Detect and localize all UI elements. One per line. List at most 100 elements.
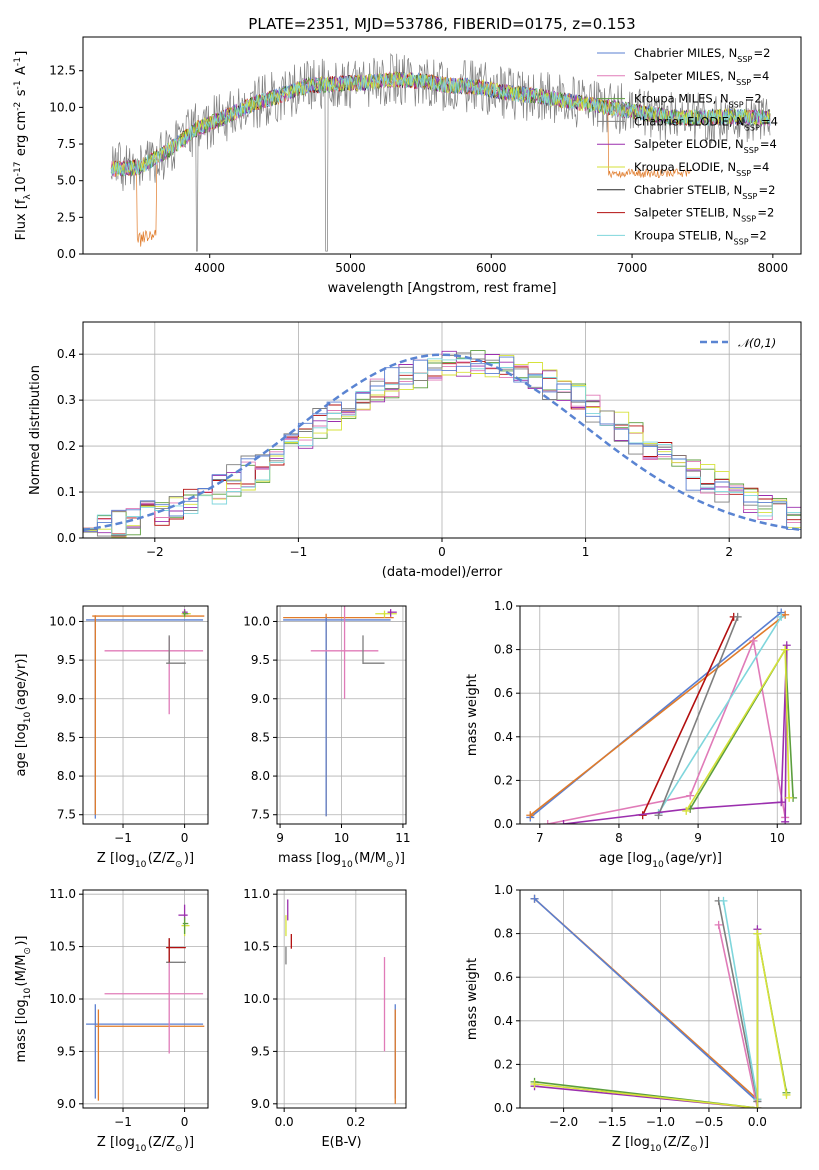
errorbar-point xyxy=(86,616,204,819)
x-tick-label: 7000 xyxy=(617,261,648,275)
plus-marker xyxy=(530,894,539,903)
y-tick-label: 8.5 xyxy=(57,730,76,744)
x-tick-label: 10 xyxy=(334,831,349,845)
plus-marker xyxy=(559,820,568,824)
mass_vs_EBV-marks xyxy=(285,899,396,1104)
massweight_vs_age-frame xyxy=(519,605,802,825)
x-tick-label: 0.2 xyxy=(346,1115,365,1129)
mass_vs_Z-panel: −1 0 9.0 9.5 10.0 10.5 11.0 Z [log10 (Z/Z⊙ )] ma… xyxy=(14,887,209,1154)
x-tick-label: 11 xyxy=(395,831,410,845)
x-tick-label: −0.5 xyxy=(694,1115,723,1129)
age_vs_mass-xlabel: mass [log10 (M/M⊙ )] xyxy=(278,851,405,870)
plus-marker xyxy=(753,929,762,938)
x-tick-label: −1 xyxy=(114,831,132,845)
y-tick-label: 0.0 xyxy=(57,531,76,545)
x-tick-label: 8000 xyxy=(758,261,789,275)
y-tick-label: 0.1 xyxy=(57,485,76,499)
x-tick-label: 5000 xyxy=(335,261,366,275)
y-tick-label: 9.0 xyxy=(57,692,76,706)
plus-marker xyxy=(526,811,535,820)
x-tick-label: 0 xyxy=(181,831,189,845)
spectrum-ylabel: Flux [fλ 10-17 erg cm-2 s-1 A-1 ] xyxy=(13,51,33,241)
massweight_vs_Z-xlabel: Z [log10 (Z/Z⊙ )] xyxy=(612,1135,709,1154)
y-tick-label: 10.0 xyxy=(49,614,76,628)
mass_vs_EBV-panel: 0.0 0.2 9.0 9.5 10.0 10.5 11.0 E(B-V) xyxy=(243,887,407,1150)
x-tick-label: 1 xyxy=(582,545,590,559)
residuals-ylabel: Normed distribution xyxy=(28,365,43,495)
spectrum-frame xyxy=(82,36,802,255)
massweight-series-1 xyxy=(547,638,786,824)
plus-marker xyxy=(543,820,552,824)
y-tick-label: 1.0 xyxy=(494,883,513,897)
plus-marker xyxy=(777,798,786,807)
errorbar-point xyxy=(86,1004,204,1099)
y-tick-label: 9.0 xyxy=(57,1097,76,1111)
x-tick-label: 6000 xyxy=(476,261,507,275)
y-tick-label: 0.4 xyxy=(494,1014,513,1028)
age_vs_Z-xlabel: Z [log10 (Z/Z⊙ )] xyxy=(97,851,194,870)
age_vs_mass-marks xyxy=(283,606,397,817)
y-tick-label: 10.0 xyxy=(243,614,270,628)
legend-entry: Kroupa STELIB, NSSP =2 xyxy=(634,228,767,246)
massweight_vs_age-panel: 7 8 9 10 0.0 0.2 0.4 0.6 0.8 1.0 age [log10 (age/y… xyxy=(465,599,802,870)
spectrum-series-8 xyxy=(110,72,771,177)
x-tick-label: 9 xyxy=(276,831,284,845)
y-tick-label: 1.0 xyxy=(494,599,513,613)
y-tick-label: 0.6 xyxy=(494,686,513,700)
y-tick-label: 0.2 xyxy=(494,773,513,787)
plus-marker xyxy=(753,1104,762,1108)
x-tick-label: −2.0 xyxy=(549,1115,578,1129)
y-tick-label: 9.0 xyxy=(251,692,270,706)
x-tick-label: −1.5 xyxy=(597,1115,626,1129)
x-tick-label: 7 xyxy=(536,831,544,845)
y-tick-label: 10.0 xyxy=(243,992,270,1006)
y-tick-label: 9.0 xyxy=(251,1097,270,1111)
y-tick-label: 9.5 xyxy=(57,653,76,667)
spectrum-series-3 xyxy=(110,52,771,252)
x-tick-label: 0.0 xyxy=(275,1115,294,1129)
massweight-series-5 xyxy=(534,933,788,1108)
y-tick-label: 0.2 xyxy=(57,439,76,453)
errorbar-point xyxy=(178,904,188,921)
mass_vs_Z-marks xyxy=(86,904,205,1101)
y-tick-label: 0.8 xyxy=(494,643,513,657)
massweight_vs_age-marks xyxy=(526,608,798,824)
errorbar-point xyxy=(92,615,205,815)
y-tick-label: 10.0 xyxy=(49,100,76,114)
plus-marker xyxy=(781,817,790,824)
legend-entry: Kroupa ELODIE, NSSP =4 xyxy=(634,160,769,178)
spectrum-legend: Chabrier MILES, NSSP =2 Salpeter MILES, N… xyxy=(597,46,778,246)
y-tick-label: 0.0 xyxy=(494,1101,513,1115)
panels: 4000 5000 6000 7000 80000.02.55.07.510.012.5… xyxy=(13,36,802,1154)
errorbar-point xyxy=(182,610,189,617)
normal-reference-curve xyxy=(83,353,801,532)
age_vs_mass-panel: 9 10 11 7.5 8.0 8.5 9.0 9.5 10.0 mass [log10 (M/M… xyxy=(243,605,411,870)
histogram-series-0 xyxy=(83,356,801,532)
y-tick-label: 0.0 xyxy=(57,247,76,261)
mass_vs_Z-xlabel: Z [log10 (Z/Z⊙ )] xyxy=(97,1135,194,1154)
y-tick-label: 7.5 xyxy=(251,808,270,822)
x-tick-label: 4000 xyxy=(194,261,225,275)
errorbar-point xyxy=(104,962,204,1054)
age_vs_Z-ylabel: age [log10 (age/yr)] xyxy=(14,654,33,777)
age_vs_Z-marks xyxy=(86,609,205,819)
errorbar-point xyxy=(166,938,186,963)
y-tick-label: 7.5 xyxy=(57,137,76,151)
massweight-series-3 xyxy=(657,616,739,816)
x-tick-label: −1.0 xyxy=(646,1115,675,1129)
y-tick-label: 0.4 xyxy=(57,347,76,361)
y-tick-label: 11.0 xyxy=(49,887,76,901)
residuals-panel: −2 −1 0 1 2 0.0 0.1 0.2 0.3 0.4 (data-model)/error… xyxy=(28,321,802,580)
errorbar-point xyxy=(104,636,204,715)
y-tick-label: 0.4 xyxy=(494,730,513,744)
x-tick-label: −1 xyxy=(290,545,308,559)
massweight_vs_Z-panel: −2.0 −1.5 −1.0 −0.5 0.0 0.0 0.2 0.4 0.6 0.8 1.0 Z [… xyxy=(465,883,802,1154)
age_vs_Z-frame xyxy=(82,605,209,825)
spectrum-series-5 xyxy=(110,71,771,176)
y-tick-label: 0.8 xyxy=(494,927,513,941)
massweight_vs_age-ylabel: mass weight xyxy=(465,674,480,756)
plus-marker xyxy=(777,612,786,621)
errorbar-point xyxy=(283,613,394,817)
plus-marker xyxy=(782,641,791,650)
